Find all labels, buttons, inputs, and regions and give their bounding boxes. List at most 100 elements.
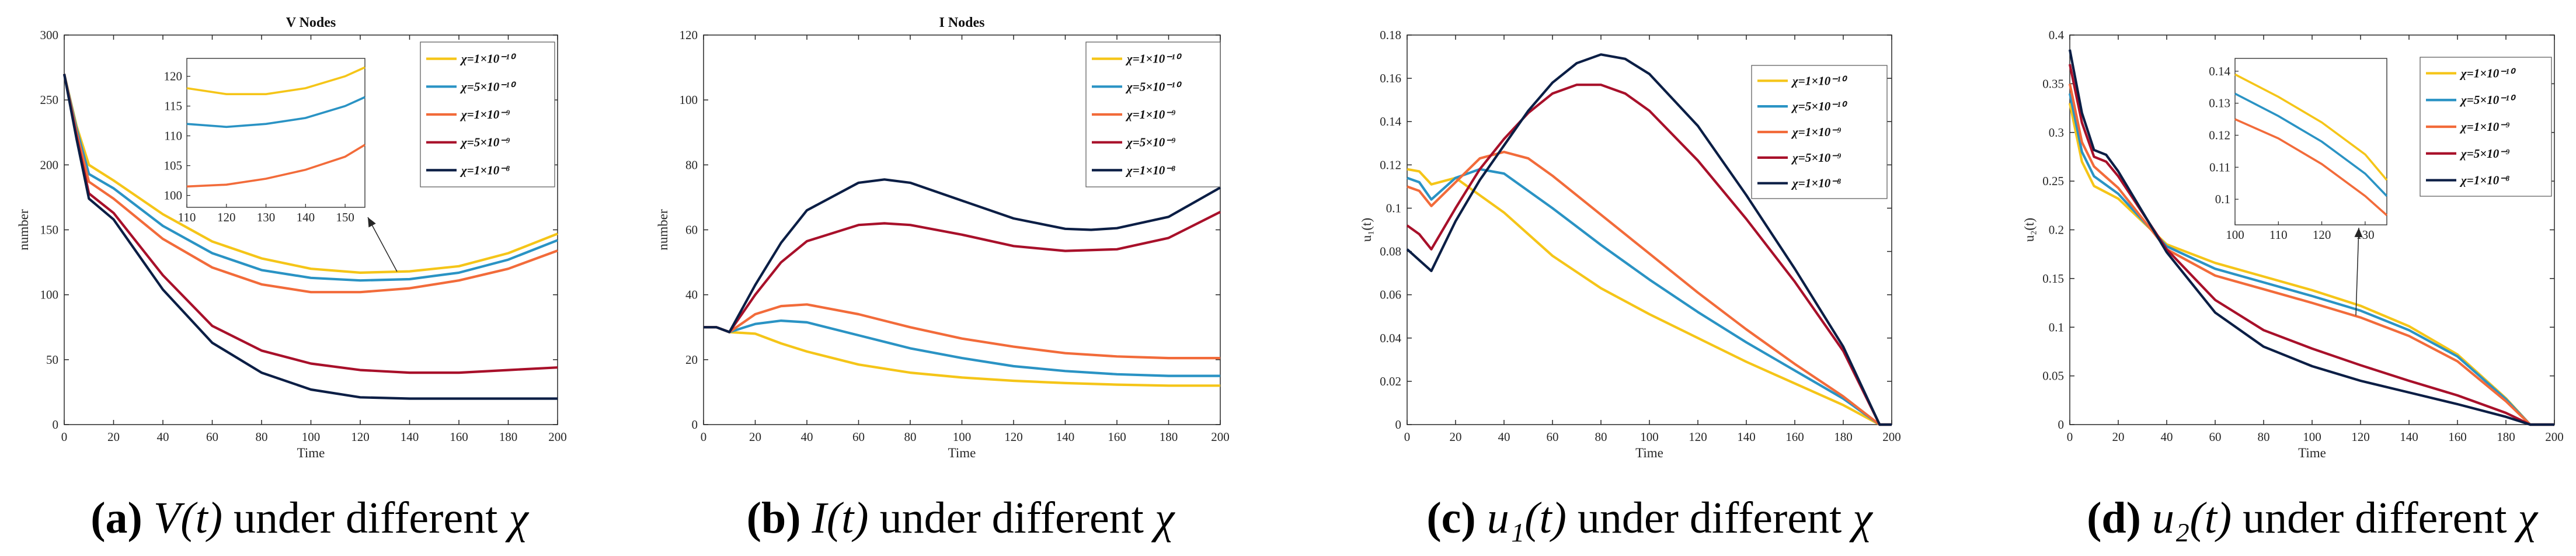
inset-x-tick-label: 110 bbox=[2269, 228, 2288, 242]
y-axis-label: number bbox=[656, 209, 670, 251]
inset-x-tick-label: 110 bbox=[178, 210, 196, 224]
legend-label: χ=5×10⁻¹⁰ bbox=[459, 79, 517, 93]
legend-label: χ=1×10⁻¹⁰ bbox=[1125, 52, 1182, 66]
legend-label: χ=1×10⁻⁹ bbox=[1125, 107, 1176, 121]
x-axis-label: Time bbox=[297, 446, 325, 460]
y-tick-label: 0 bbox=[2058, 418, 2065, 432]
x-tick-label: 20 bbox=[749, 430, 761, 444]
legend-label: χ=1×10⁻⁸ bbox=[1125, 163, 1176, 177]
inset-x-tick-label: 130 bbox=[257, 210, 276, 224]
x-tick-label: 160 bbox=[1108, 430, 1126, 444]
x-tick-label: 180 bbox=[499, 430, 518, 444]
inset-series-line-1 bbox=[2234, 73, 2388, 181]
caption-math: V(t) bbox=[142, 494, 222, 543]
y-tick-label: 0.12 bbox=[1380, 158, 1401, 172]
y-tick-label: 0.08 bbox=[1380, 245, 1401, 259]
inset-plot: 110 120 130 140 150 100 105 110 115 120 bbox=[164, 58, 365, 224]
legend-label: χ=1×10⁻⁸ bbox=[459, 163, 510, 177]
caption-text: under different bbox=[222, 494, 509, 543]
x-tick-label: 80 bbox=[1595, 430, 1607, 444]
caption-label: (c) bbox=[1426, 494, 1475, 543]
x-tick-label: 60 bbox=[852, 430, 865, 444]
y-tick-label: 20 bbox=[685, 353, 698, 367]
y-tick-label: 120 bbox=[680, 28, 698, 42]
series-line-1 bbox=[1407, 168, 1892, 426]
x-tick-label: 80 bbox=[904, 430, 917, 444]
series-line-3 bbox=[1407, 151, 1892, 426]
inset-y-tick-label: 0.14 bbox=[2209, 64, 2230, 78]
inset-series-line-1 bbox=[186, 66, 365, 95]
caption-symbol: χ bbox=[504, 494, 529, 543]
caption-text: under different bbox=[2232, 494, 2518, 543]
legend-label: χ=5×10⁻¹⁰ bbox=[1125, 79, 1182, 93]
zoom-arrow bbox=[2355, 227, 2359, 316]
x-tick-label: 140 bbox=[1737, 430, 1756, 444]
inset-series-line-3 bbox=[2234, 118, 2388, 216]
caption-symbol: χ bbox=[2514, 494, 2538, 543]
x-tick-label: 200 bbox=[1882, 430, 1901, 444]
caption-symbol: χ bbox=[1849, 494, 1873, 543]
y-tick-label: 0 bbox=[692, 418, 698, 432]
subfigure-caption: (c) u₁(t) under different χ bbox=[1426, 494, 1873, 543]
x-tick-label: 120 bbox=[1689, 430, 1707, 444]
x-tick-label: 200 bbox=[1211, 430, 1230, 444]
x-tick-label: 40 bbox=[801, 430, 813, 444]
x-tick-label: 40 bbox=[1498, 430, 1510, 444]
inset-y-tick-label: 110 bbox=[164, 129, 182, 143]
panel-1: 0 20 40 60 80 100 120 140 160 180 200 0 50 100 150 200 2… bbox=[16, 15, 567, 543]
x-tick-label: 0 bbox=[61, 430, 68, 444]
inset-y-tick-label: 100 bbox=[164, 189, 183, 203]
series-line-5 bbox=[62, 74, 558, 400]
panel-3: 0 20 40 60 80 100 120 140 160 180 200 0 0.02 0.04 0.06… bbox=[1359, 28, 1901, 543]
caption-symbol: χ bbox=[1151, 494, 1175, 543]
x-axis-label: Time bbox=[2298, 446, 2326, 460]
series-line-1 bbox=[704, 326, 1220, 387]
legend: χ=1×10⁻¹⁰ χ=5×10⁻¹⁰ χ=1×10⁻⁹ χ=5×10⁻⁹ χ=1×10… bbox=[1751, 65, 1888, 199]
legend-label: χ=1×10⁻⁹ bbox=[1791, 125, 1842, 139]
x-tick-label: 60 bbox=[206, 430, 218, 444]
legend-label: χ=1×10⁻¹⁰ bbox=[1791, 74, 1848, 88]
x-tick-label: 20 bbox=[107, 430, 120, 444]
zoom-arrow-head bbox=[2354, 228, 2363, 238]
series-line-5 bbox=[704, 178, 1221, 333]
y-tick-label: 100 bbox=[680, 93, 698, 107]
x-axis-label: Time bbox=[1635, 446, 1663, 460]
inset-y-tick-label: 0.11 bbox=[2209, 160, 2230, 174]
y-tick-label: 0.2 bbox=[2049, 223, 2064, 237]
inset-x-tick-label: 100 bbox=[2226, 228, 2244, 242]
x-tick-label: 40 bbox=[2161, 430, 2173, 444]
caption-text: under different bbox=[869, 494, 1155, 543]
subfigure-caption: (d) u₂(t) under different χ bbox=[2087, 494, 2538, 543]
legend-label: χ=1×10⁻¹⁰ bbox=[459, 52, 517, 66]
series-line-4 bbox=[1406, 84, 1892, 426]
x-tick-label: 60 bbox=[2209, 430, 2222, 444]
panel-4: 0 20 40 60 80 100 120 140 160 180 200 0 0.05 0.1 0.15 0… bbox=[2022, 28, 2564, 543]
x-tick-label: 80 bbox=[2258, 430, 2270, 444]
caption-label: (d) bbox=[2087, 494, 2141, 543]
y-tick-label: 0.4 bbox=[2049, 28, 2065, 42]
caption-math: I(t) bbox=[801, 494, 869, 543]
x-tick-label: 120 bbox=[1004, 430, 1023, 444]
series-line-4 bbox=[704, 211, 1221, 333]
y-tick-label: 300 bbox=[40, 28, 59, 42]
y-tick-label: 80 bbox=[685, 158, 698, 172]
inset-x-tick-label: 150 bbox=[336, 210, 354, 224]
series-line-1 bbox=[62, 74, 558, 274]
x-tick-label: 20 bbox=[1450, 430, 1462, 444]
x-tick-label: 100 bbox=[953, 430, 972, 444]
inset-y-tick-label: 0.1 bbox=[2215, 192, 2230, 206]
y-tick-label: 0.06 bbox=[1380, 288, 1401, 302]
x-tick-label: 80 bbox=[256, 430, 268, 444]
x-tick-label: 100 bbox=[2303, 430, 2321, 444]
y-axis-label: number bbox=[16, 209, 31, 251]
legend: χ=1×10⁻¹⁰ χ=5×10⁻¹⁰ χ=1×10⁻⁹ χ=5×10⁻⁹ χ=1×10… bbox=[420, 41, 555, 187]
subfigure-caption: (a) V(t) under different χ bbox=[90, 494, 529, 543]
y-tick-label: 250 bbox=[40, 93, 59, 107]
caption-math: u₁(t) bbox=[1476, 494, 1567, 543]
caption-math: u₂(t) bbox=[2141, 494, 2232, 543]
legend-label: χ=5×10⁻⁹ bbox=[1791, 151, 1842, 165]
x-tick-label: 140 bbox=[1056, 430, 1075, 444]
x-tick-label: 40 bbox=[157, 430, 169, 444]
x-tick-label: 60 bbox=[1547, 430, 1559, 444]
